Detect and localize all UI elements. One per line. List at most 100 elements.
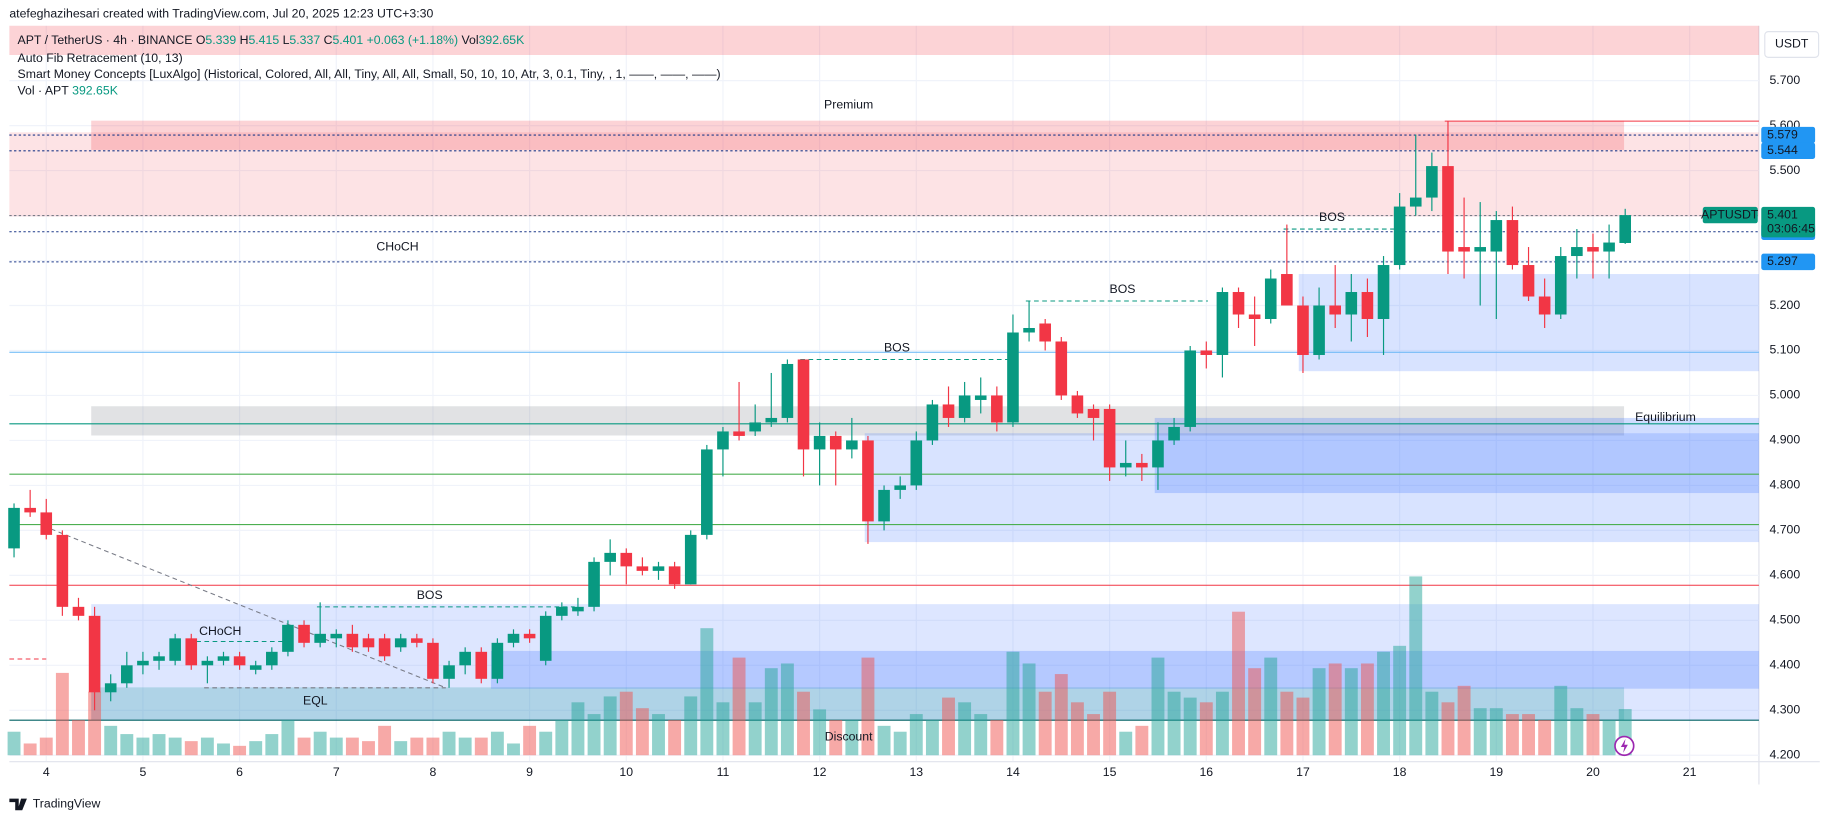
volume-bar — [1457, 685, 1471, 756]
candle-body — [169, 638, 181, 661]
y-tick-label: 4.400 — [1769, 658, 1800, 672]
x-tick-label: 6 — [236, 765, 243, 779]
price-badge — [1761, 142, 1816, 159]
volume-bar — [200, 737, 214, 756]
volume-bar — [23, 743, 37, 756]
last-price-badge — [1761, 206, 1816, 238]
candle-body — [829, 435, 842, 450]
volume-bar — [1554, 685, 1568, 756]
last-price-value: 5.401 — [1767, 207, 1798, 221]
volume-bar — [72, 719, 85, 756]
volume-bar — [474, 737, 488, 756]
candle-body — [217, 656, 230, 661]
candle-body — [8, 507, 20, 549]
volume-bar — [426, 737, 440, 756]
volume-bar — [1360, 663, 1374, 756]
y-tick-label: 5.500 — [1769, 163, 1800, 177]
plot-area: 4.200 4.300 4.400 4.500 4.600 4.700 4.800 4.900… — [7, 25, 1820, 785]
candle-body — [636, 566, 649, 571]
candle-body — [394, 638, 407, 648]
currency: USDT — [1775, 37, 1809, 51]
brand-logo — [9, 798, 27, 811]
candle-body — [1168, 426, 1180, 441]
candle-body — [588, 561, 600, 607]
volume-bar — [1215, 691, 1229, 756]
volume-bar — [1183, 697, 1197, 756]
volume-bar — [1570, 708, 1584, 756]
y-tick-label: 5.200 — [1769, 298, 1800, 312]
zone — [490, 650, 1759, 689]
x-tick-label: 18 — [1393, 765, 1407, 779]
candle-body — [556, 606, 568, 616]
y-tick-label: 5.100 — [1769, 343, 1800, 357]
volume-bar — [619, 691, 633, 756]
candle-body — [926, 404, 939, 441]
volume-bar — [329, 737, 343, 756]
zone — [864, 433, 1759, 543]
ohlc-value: 5.339 — [205, 33, 236, 47]
ohlc-value: 5.337 — [289, 33, 320, 47]
ohlc-label: L — [283, 33, 290, 47]
annotation: Discount — [825, 730, 873, 744]
volume-bar — [942, 697, 955, 756]
candle-body — [56, 534, 69, 607]
volume-bar — [217, 743, 230, 756]
volume-bar — [442, 731, 456, 756]
candle-body — [1281, 274, 1293, 306]
y-tick-label: 4.900 — [1769, 433, 1800, 447]
candle-body — [121, 665, 133, 684]
candle-body — [314, 633, 326, 643]
x-tick-label: 11 — [717, 765, 730, 779]
volume-bar — [571, 702, 585, 756]
volume-bar — [1070, 702, 1084, 756]
candle-body — [1619, 215, 1632, 243]
candle-body — [378, 638, 391, 657]
candle-body — [1571, 247, 1583, 257]
candle-body — [411, 638, 423, 643]
volume-bar — [1441, 702, 1455, 756]
candle-body — [974, 395, 987, 400]
candle-body — [942, 404, 955, 418]
price-badge-label: 5.297 — [1767, 254, 1798, 268]
currency-box[interactable] — [1764, 31, 1820, 58]
volume-bar — [1473, 708, 1487, 756]
alert-bolt — [1620, 738, 1628, 753]
volume-bar — [1586, 714, 1600, 756]
x-tick-label: 16 — [1199, 765, 1213, 779]
candle-body — [765, 417, 778, 423]
volume-label: Vol — [462, 33, 479, 47]
candle-body — [684, 534, 697, 585]
candle-body — [781, 363, 794, 418]
candle-body — [185, 638, 198, 666]
candle-body — [507, 633, 520, 643]
candle-body — [813, 435, 826, 450]
last-price-name: APTUSDT — [1701, 207, 1759, 221]
candle-body — [24, 507, 36, 513]
candle-body — [201, 660, 214, 666]
brand: TradingView — [33, 797, 101, 811]
volume-bar — [1054, 674, 1068, 756]
y-tick-label: 4.300 — [1769, 703, 1800, 717]
volume-bar — [1522, 714, 1535, 756]
candle-body — [910, 440, 923, 486]
price-badge-label: 5.579 — [1767, 127, 1798, 141]
x-tick-label: 13 — [909, 765, 923, 779]
volume-bar — [1425, 691, 1439, 756]
candle-body — [1071, 395, 1084, 414]
volume-bar — [7, 731, 21, 756]
volume-bar — [249, 741, 263, 756]
annotation: Equilibrium — [1635, 410, 1696, 424]
volume-bar — [716, 702, 730, 756]
candle-body — [862, 440, 874, 522]
volume-bar — [88, 691, 102, 756]
ohlc-legend: APT / TetherUS · 4h · BINANCE O5.339 H5.… — [18, 33, 526, 47]
candle-body — [330, 633, 343, 639]
candle-body — [539, 615, 552, 661]
volume-bar — [587, 714, 601, 756]
countdown: 03:06:45 — [1767, 221, 1815, 235]
candle-body — [249, 665, 262, 670]
volume-bar — [1505, 714, 1519, 756]
candle-body — [153, 656, 165, 661]
volume-bar — [55, 672, 69, 756]
